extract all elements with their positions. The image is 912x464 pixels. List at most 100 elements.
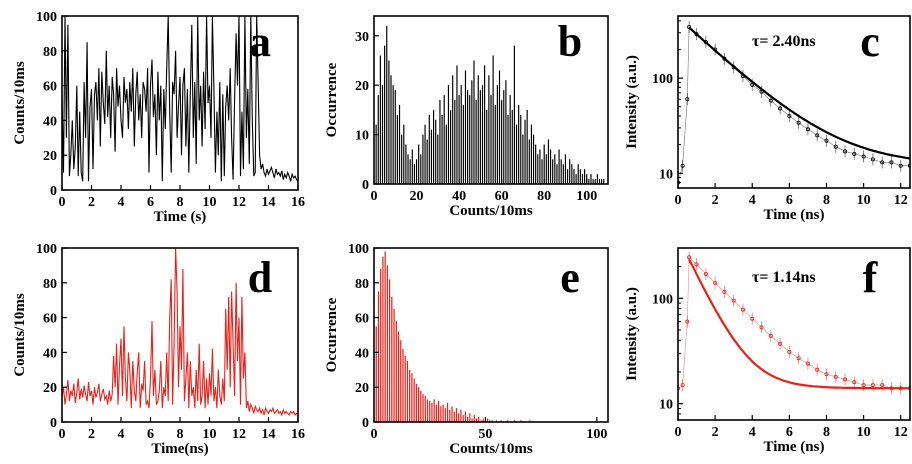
x-tick-label-c: 2 <box>712 193 719 208</box>
x-tick-label-b: 0 <box>371 189 378 204</box>
histogram-bar-b <box>424 124 426 184</box>
decay-point-f <box>870 383 875 388</box>
histogram-bar-b <box>388 60 390 184</box>
y-tick-label-a: 80 <box>43 45 57 60</box>
x-tick-label-c: 8 <box>823 193 830 208</box>
plot-frame-f <box>677 247 911 421</box>
histogram-bar-b <box>603 179 605 184</box>
histogram-bar-e <box>375 326 377 422</box>
decay-point-c <box>898 163 903 168</box>
histogram-bar-b <box>596 174 598 184</box>
histogram-bar-b <box>524 119 526 184</box>
trace-line-d <box>62 248 298 417</box>
histogram-bar-b <box>492 55 494 184</box>
x-tick-label-a: 6 <box>147 195 154 210</box>
decay-point-f <box>880 383 885 388</box>
histogram-bar-b <box>522 134 524 184</box>
decay-point-c <box>852 151 857 156</box>
decay-point-f <box>824 372 829 377</box>
histogram-bar-e <box>393 308 395 422</box>
plot-area-c <box>678 20 910 188</box>
histogram-bar-b <box>386 25 388 184</box>
x-axis-label-d: Time(ns) <box>151 441 208 457</box>
y-tick-label-d: 20 <box>43 381 57 396</box>
x-tick-label-f: 0 <box>675 425 682 440</box>
histogram-bar-e <box>446 402 449 422</box>
histogram-bar-b <box>379 55 381 184</box>
plot-area-d <box>62 248 298 417</box>
decay-point-f <box>768 333 773 338</box>
x-tick-label-b: 80 <box>537 189 551 204</box>
chart-panel-c: 0 2 4 6 8 10 12 10 100 Time (ns) Intensity (a.u.) c… <box>624 15 911 223</box>
histogram-bar-b <box>567 169 569 184</box>
histogram-bar-b <box>401 134 403 184</box>
histogram-bar-e <box>473 415 475 422</box>
decay-point-c <box>833 144 838 149</box>
histogram-bar-b <box>488 75 490 184</box>
histogram-bar-b <box>375 124 377 184</box>
histogram-bar-e <box>453 411 455 422</box>
histogram-bar-b <box>394 90 396 184</box>
x-tick-label-e: 0 <box>371 427 378 442</box>
histogram-bar-e <box>391 296 393 422</box>
chart-panel-e: 0 50 100 0 20 40 60 80 100 Counts/10ms Occurrence e <box>324 242 609 457</box>
histogram-bar-e <box>491 420 493 422</box>
panel-letter-c: c <box>860 17 880 66</box>
x-tick-label-a: 10 <box>203 195 217 210</box>
histogram-bar-e <box>489 420 491 422</box>
decay-point-f <box>703 271 708 276</box>
decay-point-c <box>768 98 773 103</box>
plot-frame-e <box>373 247 609 423</box>
histogram-bar-e <box>406 361 409 422</box>
histogram-bar-b <box>390 75 392 184</box>
x-tick-label-f: 4 <box>749 425 756 440</box>
histogram-bar-b <box>507 114 509 184</box>
histogram-bar-b <box>571 164 573 184</box>
x-tick-label-d: 2 <box>88 427 95 442</box>
histogram-bar-e <box>386 265 388 422</box>
decay-point-f <box>713 280 718 285</box>
histogram-bar-b <box>422 134 424 184</box>
histogram-bar-e <box>438 401 440 422</box>
histogram-bar-b <box>588 179 590 184</box>
histogram-bar-b <box>547 139 550 184</box>
histogram-bar-b <box>490 95 492 184</box>
histogram-bar-b <box>447 85 450 184</box>
decay-point-f <box>759 325 764 330</box>
histogram-bar-b <box>460 85 462 184</box>
histogram-bar-e <box>440 406 442 422</box>
histogram-bar-b <box>496 85 498 184</box>
decay-point-c <box>889 160 894 165</box>
histogram-bar-b <box>545 154 547 184</box>
histogram-bar-b <box>575 174 577 184</box>
histogram-bar-b <box>498 70 501 184</box>
y-tick-label-a: 100 <box>36 10 57 25</box>
histogram-bar-e <box>397 331 400 422</box>
y-axis-label-b: Occurrence <box>324 62 340 137</box>
x-tick-label-d: 4 <box>118 427 125 442</box>
histogram-bar-b <box>458 95 460 184</box>
histogram-bar-e <box>382 256 384 422</box>
decay-point-f <box>731 298 736 303</box>
histogram-bar-b <box>601 179 603 184</box>
histogram-bar-b <box>450 109 452 184</box>
y-tick-label-e: 100 <box>348 242 369 257</box>
histogram-bar-e <box>435 404 438 422</box>
histogram-bar-b <box>552 159 554 184</box>
fit-curve-c <box>688 26 910 160</box>
histogram-bar-b <box>513 45 515 184</box>
histogram-bar-b <box>562 164 564 184</box>
histogram-bar-b <box>481 85 484 184</box>
plot-area-e <box>375 251 531 422</box>
histogram-bar-e <box>500 420 502 422</box>
histogram-bar-e <box>464 411 466 422</box>
histogram-bar-b <box>577 164 579 184</box>
y-tick-label-b: 30 <box>355 30 369 45</box>
histogram-bar-b <box>528 139 530 184</box>
x-tick-label-a: 16 <box>291 195 305 210</box>
y-axis-label-e: Occurrence <box>324 297 340 372</box>
histogram-bar-e <box>377 291 380 422</box>
decay-point-f <box>722 289 727 294</box>
histogram-bar-b <box>430 129 433 184</box>
histogram-bar-b <box>590 174 592 184</box>
